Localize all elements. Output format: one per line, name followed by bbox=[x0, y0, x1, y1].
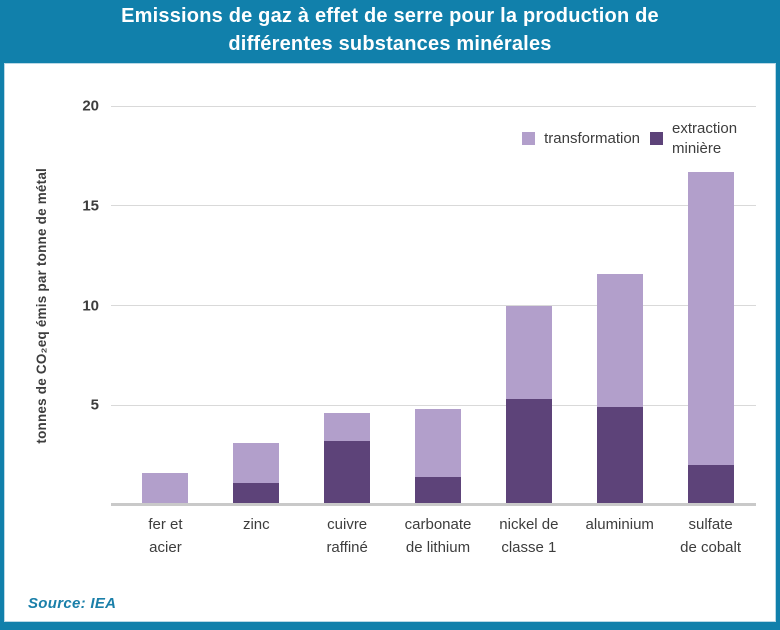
x-axis-label-aluminium: aluminium bbox=[585, 516, 654, 533]
bar-carbonate-de-lithium bbox=[415, 409, 461, 505]
x-axis-label-nickel-de-classe-1: nickel de classe 1 bbox=[499, 516, 559, 556]
gridline-5 bbox=[111, 404, 756, 406]
bar-nickel-de-classe-1-extraction-miniere-segment bbox=[505, 399, 552, 505]
chart-title-line1: Emissions de gaz à effet de serre pour l… bbox=[121, 4, 659, 27]
legend-swatch-extraction-icon bbox=[650, 132, 663, 145]
x-axis-labels: fer et acier zinc cuivre raffiné carbonate … bbox=[120, 514, 756, 559]
bar-aluminium-extraction-miniere-segment bbox=[596, 407, 643, 505]
x-axis-label-carbonate-de-lithium: carbonate de lithium bbox=[404, 516, 472, 556]
bar-cuivre-raffine-extraction-miniere-segment bbox=[324, 441, 371, 505]
bar-fer-et-acier bbox=[142, 473, 189, 505]
bar-carbonate-de-lithium-extraction-miniere-segment bbox=[415, 477, 461, 505]
bar-sulfate-de-cobalt-extraction-miniere-segment bbox=[687, 465, 734, 505]
bar-aluminium bbox=[596, 273, 643, 505]
legend-item-transformation: transformation bbox=[522, 129, 640, 149]
source-caption: Source: IEA bbox=[28, 595, 117, 612]
y-tick-label-5: 5 bbox=[90, 396, 99, 414]
legend: transformation extraction minière bbox=[522, 119, 750, 158]
gridline-20 bbox=[111, 105, 756, 107]
bar-carbonate-de-lithium-transformation-segment bbox=[415, 409, 461, 478]
bar-zinc-extraction-miniere-segment bbox=[233, 483, 280, 505]
x-axis-baseline bbox=[111, 503, 756, 506]
bar-sulfate-de-cobalt bbox=[687, 171, 734, 505]
chart-title-line2: différentes substances minérales bbox=[228, 32, 552, 55]
bar-slot-cuivre-raffine bbox=[302, 106, 393, 505]
bar-sulfate-de-cobalt-transformation-segment bbox=[687, 171, 734, 466]
bar-slot-carbonate-de-lithium bbox=[393, 106, 484, 505]
y-axis-title-box: tonnes de CO₂eq émis par tonne de métal bbox=[31, 106, 51, 505]
gridline-15 bbox=[111, 205, 756, 207]
legend-item-extraction: extraction minière bbox=[650, 119, 750, 158]
gridline-10 bbox=[111, 305, 756, 306]
y-axis-title: tonnes de CO₂eq émis par tonne de métal bbox=[33, 167, 49, 444]
bar-zinc-transformation-segment bbox=[233, 443, 280, 484]
x-axis-label-cuivre-raffine: cuivre raffiné bbox=[326, 516, 368, 556]
chart-title: Emissions de gaz à effet de serre pour l… bbox=[121, 3, 659, 58]
bar-slot-aluminium bbox=[574, 106, 665, 505]
bar-nickel-de-classe-1 bbox=[505, 305, 552, 505]
bar-slot-zinc bbox=[211, 106, 302, 505]
legend-label-transformation: transformation bbox=[544, 129, 640, 147]
bar-slot-sulfate-de-cobalt bbox=[665, 106, 756, 505]
plot-area: transformation extraction minière bbox=[111, 105, 756, 506]
bars-layer bbox=[120, 106, 756, 505]
bar-nickel-de-classe-1-transformation-segment bbox=[505, 305, 552, 400]
x-axis-label-fer-et-acier: fer et acier bbox=[148, 516, 183, 556]
title-band: Emissions de gaz à effet de serre pour l… bbox=[0, 0, 780, 63]
y-tick-label-10: 10 bbox=[82, 297, 99, 314]
x-axis-label-zinc: zinc bbox=[242, 516, 270, 533]
legend-swatch-transformation-icon bbox=[522, 132, 536, 145]
bar-slot-nickel-de-classe-1 bbox=[483, 106, 574, 505]
y-axis-ticks: 5 10 15 20 bbox=[57, 98, 99, 505]
bar-zinc bbox=[233, 443, 280, 505]
y-tick-label-20: 20 bbox=[82, 97, 99, 115]
y-tick-label-15: 15 bbox=[82, 197, 99, 215]
bar-cuivre-raffine bbox=[324, 413, 371, 505]
x-axis-label-sulfate-de-cobalt: sulfate de cobalt bbox=[680, 516, 742, 556]
chart-panel: tonnes de CO₂eq émis par tonne de métal … bbox=[4, 63, 776, 622]
bar-fer-et-acier-transformation-segment bbox=[142, 473, 189, 505]
bar-aluminium-transformation-segment bbox=[596, 273, 643, 408]
bar-cuivre-raffine-transformation-segment bbox=[324, 413, 371, 442]
bar-slot-fer-et-acier bbox=[120, 106, 211, 505]
legend-label-extraction: extraction minière bbox=[672, 120, 738, 157]
